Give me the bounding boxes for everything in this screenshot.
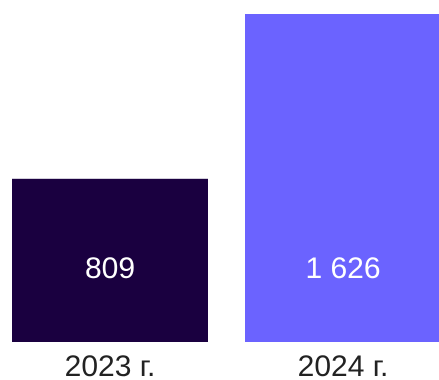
bar-1 xyxy=(12,178,208,342)
category-labels-group: 2023 г. 2024 г. xyxy=(65,350,389,380)
bar-value-label-2: 1 626 xyxy=(305,252,380,285)
bar-2 xyxy=(245,14,439,342)
value-labels-group: 809 1 626 xyxy=(85,252,381,285)
bar-value-label-1: 809 xyxy=(85,252,135,285)
category-label-1: 2023 г. xyxy=(65,350,156,380)
bars-group xyxy=(12,14,439,342)
category-label-2: 2024 г. xyxy=(298,350,389,380)
